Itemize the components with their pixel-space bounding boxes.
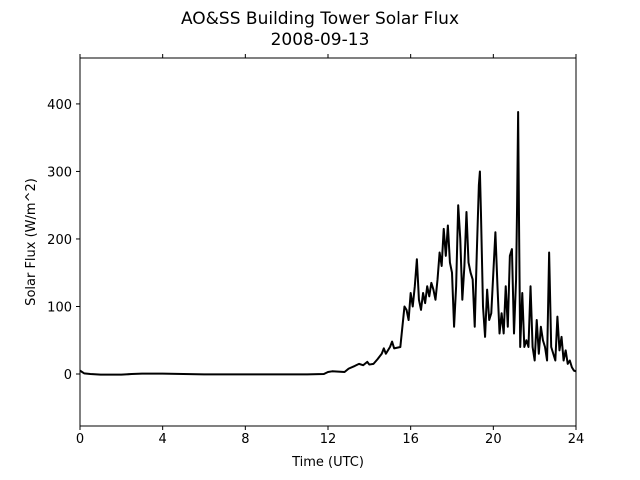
data-line — [79, 111, 577, 376]
x-tick-label: 0 — [76, 432, 84, 447]
chart-subtitle: 2008-09-13 — [271, 30, 370, 50]
x-tick-label: 24 — [568, 432, 585, 447]
plot-frame — [79, 57, 577, 427]
x-tick-label: 12 — [320, 432, 337, 447]
x-tick-label: 16 — [402, 432, 419, 447]
x-axis-label: Time (UTC) — [291, 455, 364, 470]
y-tick-label: 400 — [47, 98, 72, 113]
x-tick-label: 8 — [241, 432, 249, 447]
y-tick-label: 300 — [47, 165, 72, 180]
chart-title: AO&SS Building Tower Solar Flux — [181, 9, 459, 29]
y-tick-label: 100 — [47, 300, 72, 315]
y-tick-label: 0 — [64, 368, 72, 383]
y-axis-label: Solar Flux (W/m^2) — [24, 178, 39, 306]
y-tick-label: 200 — [47, 233, 72, 248]
x-tick-label: 20 — [485, 432, 502, 447]
x-tick-label: 4 — [159, 432, 167, 447]
